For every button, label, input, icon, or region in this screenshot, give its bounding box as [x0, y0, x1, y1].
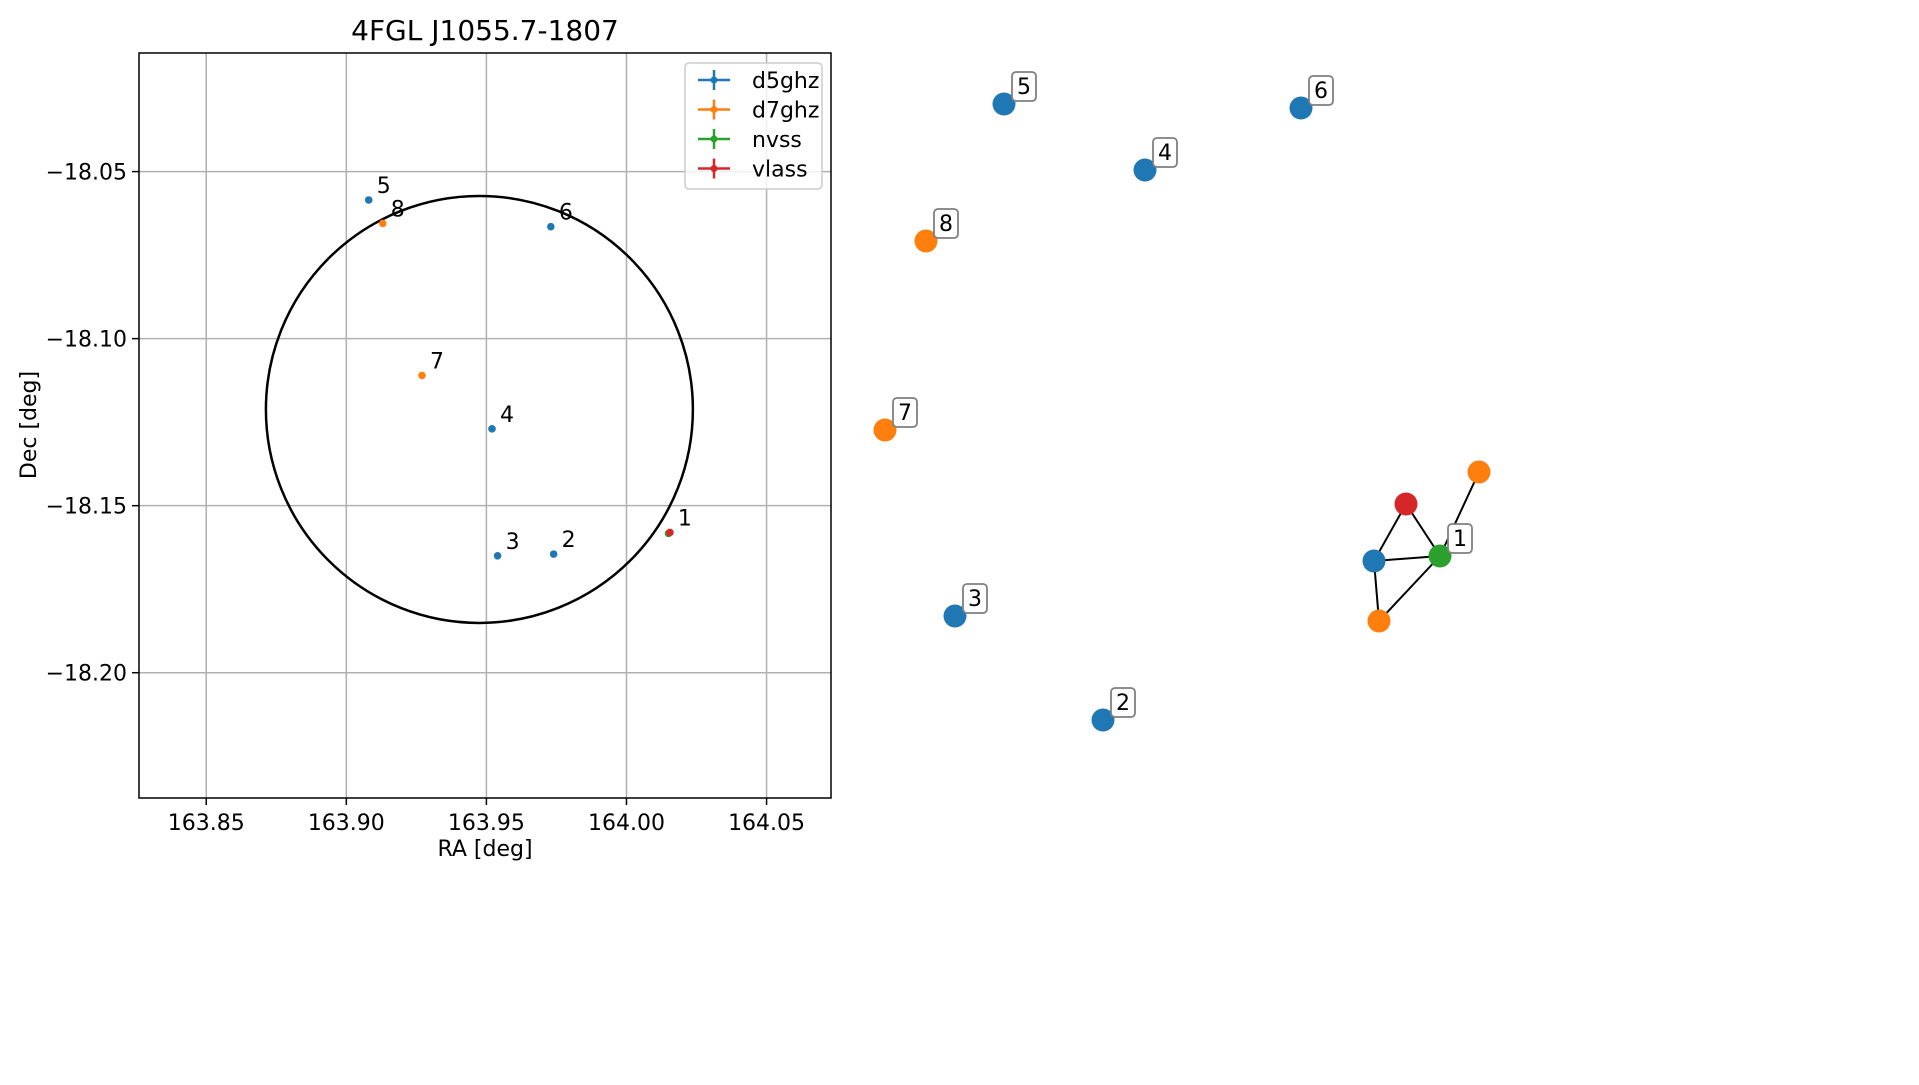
x-axis-label: RA [deg] [437, 837, 532, 862]
node-label: 1 [1453, 527, 1467, 552]
node-label-box [962, 583, 988, 614]
legend-marker [710, 106, 718, 113]
legend: d5ghz d7ghz nvss vlass [684, 62, 823, 190]
point-label: 7 [430, 349, 444, 374]
network-panel: 5 6 4 8 7 3 2 1 [873, 71, 1491, 732]
point-label: 8 [391, 197, 405, 222]
network-node [1394, 492, 1418, 516]
legend-entry-d7ghz: d7ghz [752, 99, 819, 124]
point-d7ghz [418, 371, 426, 380]
node-label-box [1308, 75, 1334, 106]
node-label-box [1447, 523, 1473, 554]
point-label: 2 [562, 528, 576, 553]
x-tick-label: 164.00 [588, 811, 665, 836]
network-node [1362, 549, 1386, 573]
y-tick-label: −18.15 [46, 495, 127, 520]
network-nodes: 5 6 4 8 7 3 2 1 [873, 71, 1491, 732]
legend-marker [710, 165, 718, 172]
point-d5ghz [364, 196, 373, 204]
x-tick-label: 164.05 [728, 811, 805, 836]
node-label-box [933, 208, 959, 239]
network-node [1467, 460, 1491, 484]
point-d5ghz [547, 222, 555, 231]
node-label-box [1011, 71, 1037, 102]
node-label: 2 [1116, 691, 1130, 716]
x-tick-label: 163.95 [448, 811, 525, 836]
network-node [1133, 158, 1157, 182]
network-node [1428, 544, 1452, 568]
network-node [1091, 708, 1115, 732]
x-axis-ticks: 163.85 163.90 163.95 164.00 164.05 [168, 798, 805, 836]
legend-box [684, 62, 823, 190]
network-edge [1378, 555, 1441, 622]
node-label: 8 [939, 212, 953, 237]
point-d5ghz [488, 425, 496, 433]
legend-marker [710, 135, 718, 143]
point-label: 6 [559, 201, 573, 226]
point-label: 5 [377, 174, 391, 199]
point-d7ghz [378, 219, 387, 228]
node-label: 5 [1017, 75, 1031, 100]
point-label: 3 [506, 530, 520, 555]
network-node [1367, 609, 1391, 633]
y-axis-label: Dec [deg] [17, 371, 42, 479]
y-axis-ticks: −18.05 −18.10 −18.15 −18.20 [46, 161, 139, 687]
network-node [992, 92, 1016, 116]
node-label: 7 [898, 401, 912, 426]
y-tick-label: −18.05 [46, 161, 127, 186]
point-label: 1 [678, 506, 692, 531]
chart-title: 4FGL J1055.7-1807 [351, 14, 619, 47]
node-label-box [1110, 687, 1136, 718]
node-label: 3 [968, 587, 982, 612]
node-label: 4 [1158, 141, 1172, 166]
node-label-box [892, 397, 918, 428]
legend-entry-d5ghz: d5ghz [752, 69, 819, 94]
y-tick-label: −18.20 [46, 662, 127, 687]
plot-frame [138, 52, 832, 799]
point-label: 4 [500, 403, 514, 428]
association-circle [264, 194, 695, 625]
node-label: 6 [1314, 79, 1328, 104]
network-edge [1439, 471, 1480, 557]
network-node [873, 418, 897, 442]
point-vlass [666, 528, 674, 537]
legend-entry-vlass: vlass [752, 158, 808, 183]
network-node [1289, 96, 1313, 120]
point-d5ghz [549, 550, 558, 558]
point-d5ghz [493, 551, 502, 560]
y-tick-label: −18.10 [46, 328, 127, 353]
node-label-box [1152, 137, 1178, 168]
legend-entry-nvss: nvss [752, 128, 802, 153]
data-points: 2 3 4 5 6 7 8 1 [364, 174, 692, 560]
legend-marker [710, 76, 718, 84]
x-tick-label: 163.90 [308, 811, 385, 836]
network-node [914, 229, 938, 253]
x-tick-label: 163.85 [168, 811, 245, 836]
network-node [943, 604, 967, 628]
